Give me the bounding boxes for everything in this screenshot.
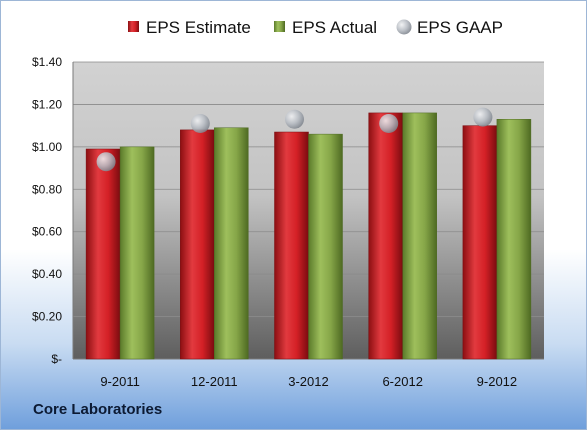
y-tick-label: $1.00 xyxy=(32,140,62,154)
x-tick-label: 6-2012 xyxy=(382,374,422,389)
bar-eps-actual xyxy=(496,119,532,360)
gaap-markers xyxy=(96,107,493,172)
x-tick-label: 12-2011 xyxy=(191,374,238,389)
company-label: Core Laboratories xyxy=(33,401,163,418)
bar-eps-estimate xyxy=(85,148,121,360)
y-tick-label: $0.40 xyxy=(32,267,62,281)
marker-eps-gaap xyxy=(473,107,493,127)
legend-swatch-eps-estimate xyxy=(128,21,139,32)
y-tick-label: $- xyxy=(51,352,62,366)
legend-label-eps-gaap: EPS GAAP xyxy=(417,18,503,37)
legend-label-eps-estimate: EPS Estimate xyxy=(146,18,251,37)
bar-eps-estimate xyxy=(274,131,309,360)
y-tick-label: $0.20 xyxy=(32,310,62,324)
bars xyxy=(85,112,532,360)
x-tick-label: 9-2011 xyxy=(100,374,140,389)
bar-eps-estimate xyxy=(368,112,403,360)
x-axis: 9-2011 12-2011 3-2012 6-2012 9-2012 xyxy=(100,374,517,389)
chart-legend: EPS Estimate EPS Actual EPS GAAP xyxy=(128,18,503,37)
x-tick-label: 9-2012 xyxy=(477,374,517,389)
bar-eps-estimate xyxy=(180,129,215,360)
legend-swatch-eps-actual xyxy=(274,21,285,32)
y-tick-label: $1.40 xyxy=(32,55,62,69)
bar-eps-estimate xyxy=(462,125,498,360)
marker-eps-gaap xyxy=(379,114,399,134)
y-tick-label: $1.20 xyxy=(32,97,62,111)
marker-eps-gaap xyxy=(190,114,210,134)
y-tick-label: $0.80 xyxy=(32,182,62,196)
legend-label-eps-actual: EPS Actual xyxy=(292,18,377,37)
bar-eps-actual xyxy=(308,133,343,360)
marker-eps-gaap xyxy=(285,109,304,129)
bar-eps-actual xyxy=(402,112,437,360)
x-tick-label: 3-2012 xyxy=(288,374,328,389)
bar-eps-actual xyxy=(214,127,249,360)
legend-marker-eps-gaap xyxy=(396,19,412,35)
bar-eps-actual xyxy=(119,146,155,360)
y-tick-label: $0.60 xyxy=(32,225,62,239)
marker-eps-gaap xyxy=(96,152,116,172)
